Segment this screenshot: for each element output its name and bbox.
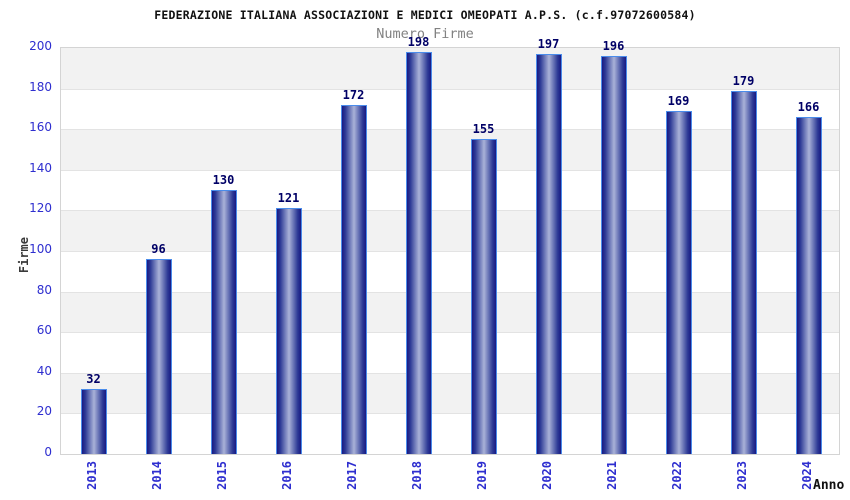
bar-2019 bbox=[470, 139, 497, 454]
x-tick-label-2021: 2021 bbox=[604, 461, 619, 490]
chart-subtitle: Numero Firme bbox=[376, 26, 474, 42]
bar-value-label: 121 bbox=[277, 191, 300, 206]
y-tick-label: 140 bbox=[29, 160, 52, 175]
bar-value-label: 198 bbox=[407, 35, 430, 50]
bar-2015 bbox=[210, 190, 237, 454]
y-tick-label: 40 bbox=[36, 363, 52, 378]
bar-value-label: 32 bbox=[86, 372, 101, 386]
x-tick-label-2014: 2014 bbox=[149, 461, 164, 490]
bar-value-label: 169 bbox=[667, 93, 690, 108]
y-tick-label: 100 bbox=[29, 242, 52, 256]
bar-value-label: 155 bbox=[472, 122, 495, 137]
bar-value-label: 166 bbox=[797, 100, 820, 114]
plot-area: 32 96 130 121 172 198 155 197 196 169 179 166 bbox=[60, 35, 840, 455]
x-tick-label-2023: 2023 bbox=[734, 461, 749, 490]
grid-band bbox=[61, 129, 839, 170]
x-tick-label-2016: 2016 bbox=[279, 461, 294, 490]
x-tick-label-2013: 2013 bbox=[84, 461, 99, 490]
x-tick-label-2019: 2019 bbox=[474, 461, 489, 490]
bar-2016 bbox=[275, 208, 302, 454]
grid-band bbox=[61, 413, 839, 454]
bar-value-label: 197 bbox=[537, 37, 560, 52]
grid-band bbox=[61, 169, 839, 211]
x-tick-label-2024: 2024 bbox=[799, 461, 814, 490]
y-tick-label: 120 bbox=[29, 201, 52, 216]
x-tick-label-2015: 2015 bbox=[214, 461, 229, 490]
bar-2013 bbox=[80, 389, 107, 454]
bar-value-label: 179 bbox=[732, 73, 755, 88]
y-tick-label: 160 bbox=[29, 120, 52, 135]
y-tick-label: 60 bbox=[36, 323, 52, 338]
x-tick-label-2018: 2018 bbox=[409, 461, 424, 490]
bar-2014 bbox=[145, 259, 172, 454]
grid-band bbox=[61, 210, 839, 251]
x-axis-title: Anno bbox=[813, 478, 845, 493]
grid-band bbox=[61, 291, 839, 333]
grid-band bbox=[61, 332, 839, 373]
y-tick-label: 80 bbox=[36, 282, 52, 297]
y-tick-label: 180 bbox=[29, 79, 52, 94]
chart-title: FEDERAZIONE ITALIANA ASSOCIAZIONI E MEDI… bbox=[154, 8, 696, 22]
bar-2018 bbox=[405, 52, 432, 454]
bar-value-label: 96 bbox=[151, 242, 166, 257]
grid-band bbox=[61, 372, 839, 414]
grid-band bbox=[61, 251, 839, 292]
y-tick-label: 0 bbox=[44, 445, 52, 459]
bar-value-label: 172 bbox=[342, 87, 365, 102]
bar-2017 bbox=[340, 104, 367, 454]
y-tick-label: 20 bbox=[36, 404, 52, 419]
bar-2024 bbox=[795, 117, 822, 454]
bar-2020 bbox=[535, 54, 562, 454]
bar-2022 bbox=[665, 110, 692, 454]
bar-2023 bbox=[730, 90, 757, 454]
x-tick-label-2020: 2020 bbox=[539, 461, 554, 490]
grid-band bbox=[61, 88, 839, 130]
bar-2021 bbox=[600, 56, 627, 454]
x-tick-label-2017: 2017 bbox=[344, 461, 359, 490]
grid-band bbox=[61, 48, 839, 89]
bar-value-label: 130 bbox=[212, 173, 235, 188]
x-tick-label-2022: 2022 bbox=[669, 461, 684, 490]
y-tick-label: 200 bbox=[29, 39, 52, 53]
bar-value-label: 196 bbox=[602, 39, 625, 54]
